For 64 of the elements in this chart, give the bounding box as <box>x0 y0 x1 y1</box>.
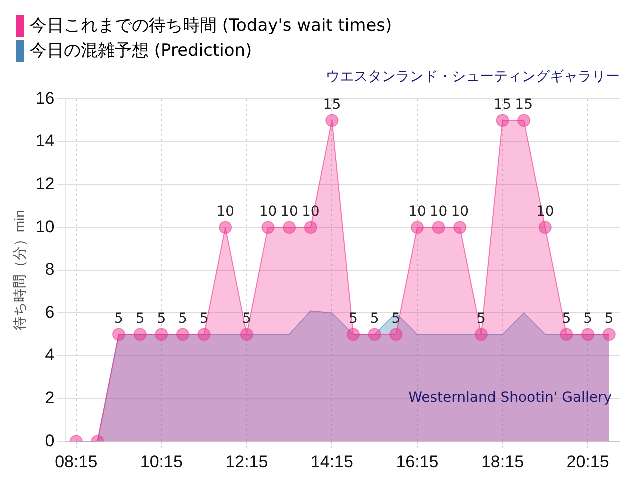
data-label: 5 <box>604 311 614 328</box>
y-tick-label: 12 <box>36 174 55 194</box>
data-label: 5 <box>392 311 401 328</box>
data-label: 10 <box>280 204 298 220</box>
data-label: 5 <box>584 311 592 328</box>
x-tick-label: 08:15 <box>55 452 98 472</box>
legend-label: 今日これまでの待ち時間 (Today's wait times) <box>30 15 392 37</box>
data-label: 15 <box>515 97 533 114</box>
point <box>560 328 574 342</box>
point <box>262 221 275 234</box>
point <box>240 328 254 342</box>
x-tick-label: 18:15 <box>481 452 524 472</box>
point <box>454 221 467 234</box>
y-tick-label: 8 <box>45 260 55 280</box>
data-label: 5 <box>476 311 486 328</box>
y-tick-label: 4 <box>45 346 55 365</box>
data-label: 15 <box>494 97 512 114</box>
x-tick-label: 14:15 <box>310 452 354 472</box>
data-label: 5 <box>178 311 188 328</box>
point <box>410 221 424 234</box>
x-tick-label: 16:15 <box>396 452 439 472</box>
data-label: 5 <box>157 311 166 328</box>
data-label: 10 <box>259 204 278 220</box>
y-tick-label: 14 <box>36 132 55 151</box>
x-tick-label: 10:15 <box>140 452 183 472</box>
point <box>432 221 446 234</box>
y-tick-label: 16 <box>36 88 55 108</box>
data-label: 15 <box>323 97 342 114</box>
data-label: 5 <box>200 311 209 328</box>
point <box>474 328 488 342</box>
data-label: 10 <box>451 204 470 220</box>
y-tick-label: 6 <box>45 302 55 322</box>
point <box>602 328 616 342</box>
data-label: 5 <box>114 311 124 328</box>
annotation: Westernland Shootin' Gallery <box>408 390 612 406</box>
point <box>390 328 403 342</box>
point <box>518 114 531 128</box>
point <box>582 328 595 342</box>
y-tick-label: 2 <box>45 388 55 408</box>
point <box>347 328 360 342</box>
legend-label: 今日の混雑予想 (Prediction) <box>30 40 252 62</box>
data-label: 10 <box>216 204 235 220</box>
chart-subtitle: ウエスタンランド・シューティングギャラリー <box>325 68 621 86</box>
point <box>134 328 147 342</box>
point <box>155 328 168 342</box>
data-label: 10 <box>430 204 448 220</box>
point <box>538 221 552 234</box>
x-tick-label: 12:15 <box>226 452 268 472</box>
point <box>198 328 211 342</box>
y-tick-label: 0 <box>45 431 55 450</box>
y-tick-label: 10 <box>36 217 55 236</box>
x-tick-label: 20:15 <box>566 452 610 472</box>
point <box>304 221 318 234</box>
data-label: 10 <box>408 204 426 220</box>
point <box>112 328 126 342</box>
point <box>283 221 296 234</box>
data-label: 5 <box>136 311 145 328</box>
y-axis-title: 待ち時間（分）min <box>11 210 28 331</box>
point <box>219 221 232 234</box>
data-label: 5 <box>370 311 380 328</box>
point <box>176 328 190 342</box>
point <box>326 114 339 128</box>
point <box>368 328 382 342</box>
point <box>496 114 510 128</box>
